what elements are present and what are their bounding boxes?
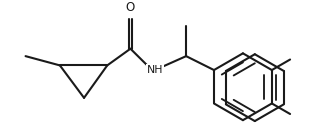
Text: O: O (126, 1, 135, 14)
Text: NH: NH (147, 65, 163, 75)
